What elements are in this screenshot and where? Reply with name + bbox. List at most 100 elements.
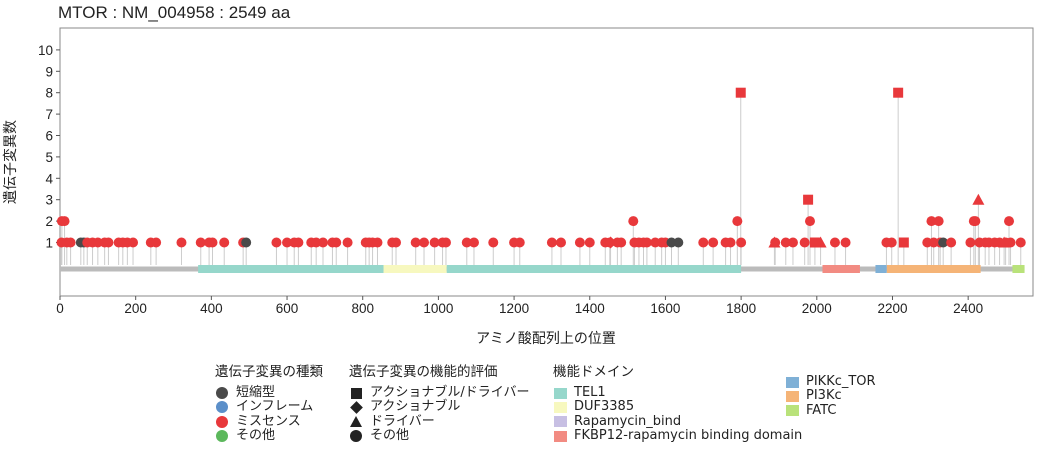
legend-item-label: インフレーム: [236, 399, 314, 415]
mutation-circle: [1004, 216, 1015, 227]
x-axis-label: アミノ酸配列上の位置: [476, 331, 616, 347]
domain-track: [198, 265, 1025, 273]
mutation-circle: [1015, 237, 1026, 248]
duf3385-swatch-icon: [553, 401, 567, 413]
mutation-circle: [410, 237, 421, 248]
x-tick-label: 1000: [423, 301, 453, 316]
legend-item: ミスセンス: [215, 413, 323, 429]
diamond-icon: [349, 401, 363, 414]
x-tick-label: 200: [124, 301, 147, 316]
legend-item: PI3Kc: [785, 389, 876, 403]
legend-item-label: その他: [370, 428, 410, 444]
y-axis: 1 2 3 4 5 6 7 8 9 10: [38, 43, 60, 251]
y-tick-label: 10: [38, 43, 53, 58]
mutation-circle: [461, 237, 472, 248]
legend-item: PIKKc_TOR: [785, 375, 876, 389]
mutation-circle: [468, 237, 479, 248]
legend-item-label: PIKKc_TOR: [806, 374, 876, 390]
mutation-circle: [440, 237, 451, 248]
chart-title: MTOR : NM_004958 : 2549 aa: [58, 3, 291, 22]
mutation-circle: [429, 237, 440, 248]
mutation-circle: [770, 237, 781, 248]
mutation-square: [735, 87, 746, 98]
inframe-circle-icon: [216, 401, 228, 414]
missense-circle-icon: [216, 415, 228, 428]
mutation-circle: [799, 237, 810, 248]
legend-item: インフレーム: [215, 400, 323, 414]
x-tick-label: 1400: [575, 301, 605, 316]
y-axis-label: 遺伝子変異数: [2, 120, 19, 204]
legend-mutation-type: 遺伝子変異の種類 短縮型 インフレーム ミスセンス その他: [215, 360, 323, 443]
x-tick-label: 2200: [877, 301, 907, 316]
legend-item: Rapamycin_bind: [553, 414, 802, 429]
mutation-circle: [946, 237, 957, 248]
mutation-circle: [673, 237, 684, 248]
square-icon: [350, 387, 362, 399]
domain-fkbp12-rapamycin-binding-domain: [822, 265, 860, 273]
mutation-circle: [933, 216, 944, 227]
mutation-circle: [342, 237, 353, 248]
mutation-circle: [787, 237, 798, 248]
mutation-circle: [219, 237, 230, 248]
legend-domains-title: 機能ドメイン: [553, 364, 634, 380]
mutation-circle: [59, 216, 70, 227]
y-tick-label: 7: [45, 107, 53, 122]
mutation-circle: [331, 237, 342, 248]
lollipop-heads: [56, 87, 1026, 249]
legend-item-label: ミスセンス: [236, 413, 301, 429]
fkbp12-swatch-icon: [553, 430, 567, 442]
y-tick-label: 2: [45, 214, 53, 229]
mutation-circle: [151, 237, 162, 248]
legend-item-label: アクショナブル: [370, 399, 461, 415]
plot-frame: [59, 27, 1034, 297]
mutation-circle: [829, 237, 840, 248]
mutation-circle: [271, 237, 282, 248]
x-tick-label: 400: [200, 301, 223, 316]
rapamycin-bind-swatch-icon: [553, 416, 567, 428]
mutation-circle: [317, 237, 328, 248]
legend-domains: 機能ドメイン TEL1 DUF3385 Rapamycin_bind FKBP1…: [553, 360, 802, 443]
y-tick-label: 3: [45, 193, 53, 208]
legend-item: その他: [215, 429, 323, 443]
mutation-circle: [195, 237, 206, 248]
x-tick-label: 2400: [953, 301, 983, 316]
x-tick-label: 600: [276, 301, 299, 316]
x-tick-label: 2000: [802, 301, 832, 316]
mutation-circle: [804, 216, 815, 227]
truncating-circle-icon: [216, 387, 228, 400]
y-tick-label: 1: [45, 236, 53, 251]
mutation-triangle: [814, 236, 827, 248]
x-tick-label: 1800: [726, 301, 756, 316]
legend-item-label: アクショナブル/ドライバー: [370, 385, 530, 401]
x-axis: 0 200 400 600 800 1000 1200 1400 1600 1800 2000 220…: [56, 296, 983, 316]
y-tick-label: 4: [45, 171, 53, 186]
mutation-circle: [628, 216, 639, 227]
y-tick-label: 8: [45, 86, 53, 101]
mutation-circle: [780, 237, 791, 248]
x-tick-label: 0: [56, 301, 64, 316]
circle-icon: [350, 430, 362, 443]
domain-fatc: [1012, 265, 1025, 273]
other-circle-icon: [216, 430, 228, 443]
legend-item: DUF3385: [553, 400, 802, 414]
x-tick-label: 800: [351, 301, 374, 316]
legend-item: その他: [349, 429, 529, 443]
domain-duf3385: [383, 265, 447, 273]
legend-item-label: TEL1: [574, 385, 606, 401]
mutation-square: [898, 237, 909, 248]
tel1-swatch-icon: [553, 387, 567, 399]
domain-pikkc-tor: [875, 265, 887, 273]
mutation-circle: [736, 237, 747, 248]
y-tick-label: 9: [45, 64, 53, 79]
mutation-circle: [293, 237, 304, 248]
legend-item-label: その他: [236, 428, 276, 444]
legend-functional-title: 遺伝子変異の機能的評価: [349, 364, 498, 380]
legend-item: ドライバー: [349, 414, 529, 429]
lollipop-chart: MTOR : NM_004958 : 2549 aa 1 2 3 4 5 6 7 8 9 10 0…: [2, 3, 1034, 347]
x-tick-label: 1200: [499, 301, 529, 316]
mutation-circle: [128, 237, 139, 248]
mutation-circle: [725, 237, 736, 248]
mutation-circle: [886, 237, 897, 248]
legend-domains-col2: PIKKc_TOR PI3Kc FATC: [785, 369, 876, 418]
mutation-circle: [732, 216, 743, 227]
